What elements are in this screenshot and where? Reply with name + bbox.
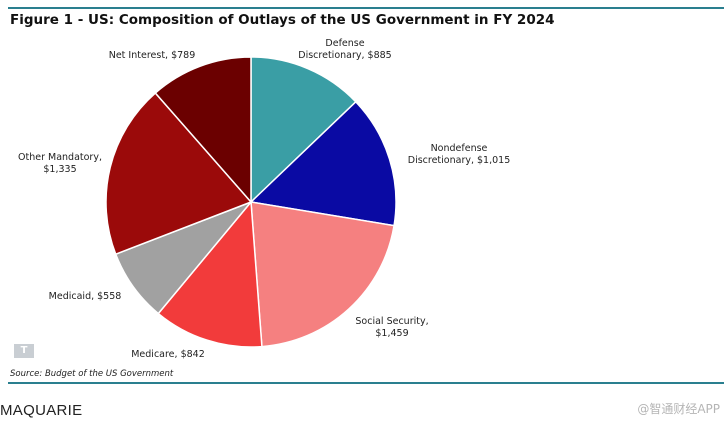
top-rule <box>8 7 724 9</box>
publisher-logo-icon: T <box>14 344 34 358</box>
watermark: @智通财经APP <box>637 402 720 416</box>
slice-label-defense-discretionary: Defense Discretionary, $885 <box>298 38 391 61</box>
bottom-rule <box>8 382 724 384</box>
pie-chart: Defense Discretionary, $885 Nondefense Disc… <box>18 38 511 360</box>
slice-label-nondefense-discretionary: Nondefense Discretionary, $1,015 <box>408 143 511 166</box>
slice-label-net-interest: Net Interest, $789 <box>109 50 196 61</box>
slice-label-social-security: Social Security, $1,459 <box>355 316 428 339</box>
pie-slice-social-security <box>250 201 395 348</box>
brand-name: MAQUARIE <box>0 402 83 419</box>
source-note: Source: Budget of the US Government <box>10 369 174 379</box>
chart-title: Figure 1 - US: Composition of Outlays of… <box>10 12 555 28</box>
slice-label-medicaid: Medicaid, $558 <box>49 291 122 302</box>
slice-label-other-mandatory: Other Mandatory, $1,335 <box>18 152 102 175</box>
pie-slice-net-interest <box>154 56 252 204</box>
pie-slice-nondefense-discretionary <box>249 100 397 227</box>
slice-label-medicare: Medicare, $842 <box>131 349 205 360</box>
pie-slice-other-mandatory <box>105 91 253 256</box>
pie-slice-medicare <box>157 200 263 348</box>
pie-slice-defense-discretionary <box>250 56 357 204</box>
